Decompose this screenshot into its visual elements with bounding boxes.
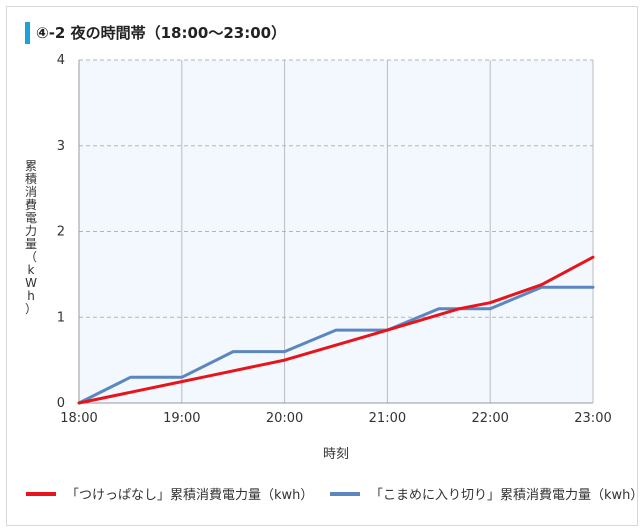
y-axis-label-char: 消 (25, 185, 37, 199)
x-tick-label: 22:00 (471, 411, 508, 426)
legend-item-1: 「こまめに入り切り」累積消費電力量（kwh） (330, 484, 643, 503)
legend-swatch-0 (26, 491, 56, 496)
y-axis-label: 累積消費電力量（kWh） (25, 159, 37, 316)
y-tick-label: 0 (57, 396, 65, 411)
y-tick-label: 2 (57, 225, 65, 240)
y-axis-label-char: 費 (25, 197, 37, 212)
legend-item-0: 「つけっぱなし」累積消費電力量（kwh） (26, 484, 313, 503)
y-axis-label-char: h (27, 289, 35, 303)
x-tick-label: 19:00 (163, 411, 200, 426)
y-tick-label: 3 (57, 139, 65, 154)
y-axis-label-char: 力 (25, 224, 37, 238)
chart-title: ④-2 夜の時間帯（18:00〜23:00） (36, 24, 287, 42)
title-accent-bar (25, 22, 30, 44)
legend-label-1: 「こまめに入り切り」累積消費電力量（kwh） (370, 488, 644, 503)
y-tick-label: 1 (57, 310, 65, 325)
x-tick-label: 20:00 (266, 411, 303, 426)
series-line-1 (77, 285, 595, 405)
x-tick-label: 18:00 (60, 411, 97, 426)
y-axis-label-char: ） (25, 302, 37, 316)
y-axis-label-char: k (28, 263, 35, 277)
y-axis-label-char: W (25, 276, 37, 290)
x-tick-label: 23:00 (574, 411, 611, 426)
y-axis-label-char: 積 (25, 171, 37, 186)
legend-label-0: 「つけっぱなし」累積消費電力量（kwh） (66, 488, 314, 503)
y-axis-label-char: 累 (25, 159, 37, 173)
y-tick-label: 4 (57, 53, 65, 68)
y-axis-label-char: （ (25, 250, 37, 264)
series-line-0 (77, 255, 595, 405)
x-axis-label: 時刻 (323, 447, 349, 462)
x-tick-label: 21:00 (369, 411, 406, 426)
y-axis-label-char: 電 (25, 211, 37, 225)
legend-swatch-1 (330, 491, 360, 496)
y-axis-label-char: 量 (25, 237, 37, 251)
